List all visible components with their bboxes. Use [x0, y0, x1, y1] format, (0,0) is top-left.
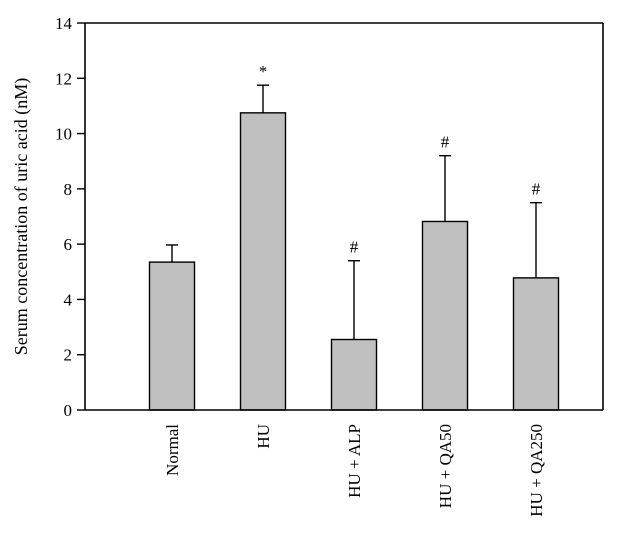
x-axis-tick-labels: Normal HU HU + ALP HU + QA50 HU + QA250 — [163, 424, 546, 517]
error-bars — [166, 84, 542, 340]
significance-markers: * # # # — [259, 62, 541, 257]
bar — [330, 338, 378, 411]
y-tick-label: 6 — [64, 235, 73, 254]
x-tick-label: HU — [254, 424, 273, 449]
bar — [148, 261, 196, 411]
bars — [148, 112, 560, 411]
y-tick-label: 2 — [64, 346, 73, 365]
x-tick-label: HU + QA50 — [436, 424, 455, 508]
y-tick-label: 10 — [55, 125, 72, 144]
y-axis-label: Serum concentration of uric acid (nM) — [11, 78, 32, 355]
significance-marker: # — [350, 238, 359, 257]
y-tick-label: 14 — [55, 14, 73, 33]
y-tick-label: 0 — [64, 401, 73, 420]
bar — [239, 112, 287, 411]
x-tick-label: HU + ALP — [345, 424, 364, 498]
x-tick-label: HU + QA250 — [527, 424, 546, 517]
y-tick-label: 12 — [55, 69, 72, 88]
significance-marker: * — [259, 62, 268, 81]
y-tick-label: 8 — [64, 180, 73, 199]
y-tick-label: 4 — [64, 290, 73, 309]
significance-marker: # — [532, 180, 541, 199]
y-axis-ticks: 0 2 4 6 8 10 12 14 — [55, 14, 85, 420]
bar — [421, 220, 469, 411]
bar — [512, 277, 560, 411]
x-tick-label: Normal — [163, 424, 182, 476]
significance-marker: # — [441, 133, 450, 152]
